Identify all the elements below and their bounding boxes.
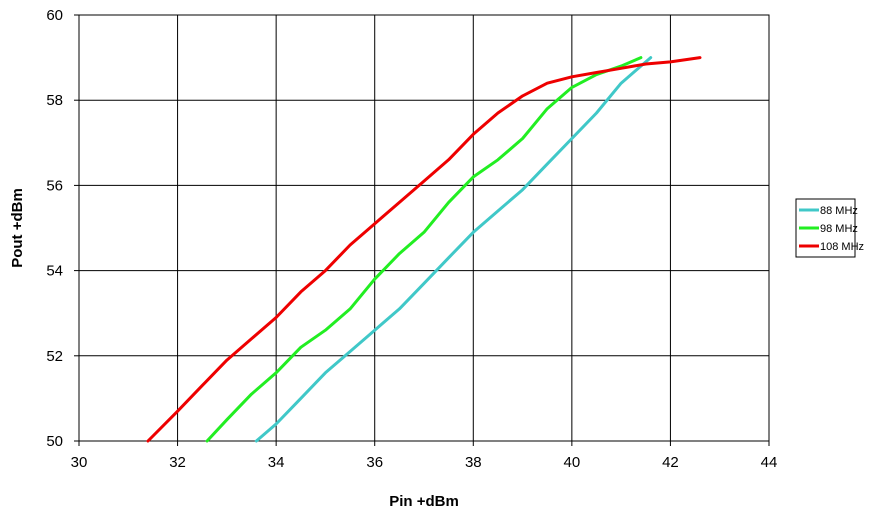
x-tick-label: 30	[71, 454, 88, 471]
y-tick-label: 54	[46, 263, 63, 280]
x-axis-tick-labels: 30 32 34 36 38 40 42 44	[71, 454, 778, 471]
grid	[74, 14, 770, 446]
legend: 88 MHz 98 MHz 108 MHz	[795, 198, 864, 258]
x-tick-label: 32	[169, 454, 186, 471]
x-tick-label: 34	[268, 454, 285, 471]
y-tick-label: 60	[46, 7, 63, 24]
y-tick-label: 56	[46, 177, 63, 194]
series-line-88-mhz	[254, 56, 653, 443]
plot-area-frame	[78, 14, 770, 442]
legend-entries: 88 MHz 98 MHz 108 MHz	[799, 205, 864, 253]
y-axis-title: Pout +dBm	[9, 188, 26, 268]
series-line-108-mhz	[146, 56, 702, 443]
x-axis-title: Pin +dBm	[389, 493, 459, 510]
legend-label-88-mhz: 88 MHz	[820, 205, 858, 217]
legend-label-108-mhz: 108 MHz	[820, 241, 864, 253]
x-tick-label: 40	[564, 454, 581, 471]
y-tick-label: 50	[46, 433, 63, 450]
x-tick-label: 44	[761, 454, 778, 471]
legend-label-98-mhz: 98 MHz	[820, 223, 858, 235]
y-axis-tick-labels: 50 52 54 56 58 60	[46, 7, 63, 450]
x-tick-label: 36	[366, 454, 383, 471]
series-line-98-mhz	[205, 56, 643, 443]
y-tick-label: 52	[46, 348, 63, 365]
y-tick-label: 58	[46, 92, 63, 109]
x-tick-label: 38	[465, 454, 482, 471]
x-tick-label: 42	[662, 454, 679, 471]
series-lines	[146, 56, 702, 443]
